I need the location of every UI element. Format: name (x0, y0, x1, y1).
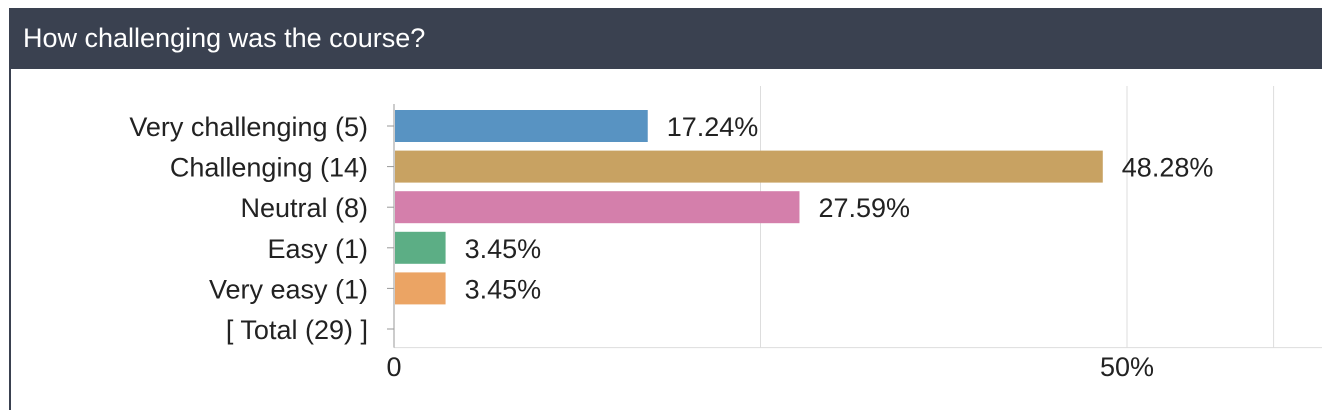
value-label: 3.45% (465, 274, 542, 304)
bar (395, 272, 446, 305)
category-label: Easy (1) (267, 234, 368, 264)
bar (395, 110, 648, 142)
x-tick-label: 50% (1100, 352, 1154, 382)
category-label: Very challenging (5) (129, 112, 368, 142)
category-label: Neutral (8) (240, 193, 368, 223)
category-label: Challenging (14) (170, 153, 368, 183)
bar (395, 191, 800, 224)
bar (395, 150, 1103, 183)
category-label: [ Total (29) ] (226, 315, 368, 345)
value-label: 48.28% (1122, 153, 1214, 183)
question-title: How challenging was the course? (23, 23, 426, 53)
survey-question-panel: How challenging was the course? (9, 8, 1322, 410)
value-label: 27.59% (818, 193, 910, 223)
value-label: 17.24% (667, 112, 759, 142)
value-label: 3.45% (465, 234, 542, 264)
bar (395, 231, 446, 264)
category-label: Very easy (1) (209, 274, 368, 304)
question-header: How challenging was the course? (11, 8, 1322, 69)
x-tick-label: 0 (386, 352, 401, 382)
